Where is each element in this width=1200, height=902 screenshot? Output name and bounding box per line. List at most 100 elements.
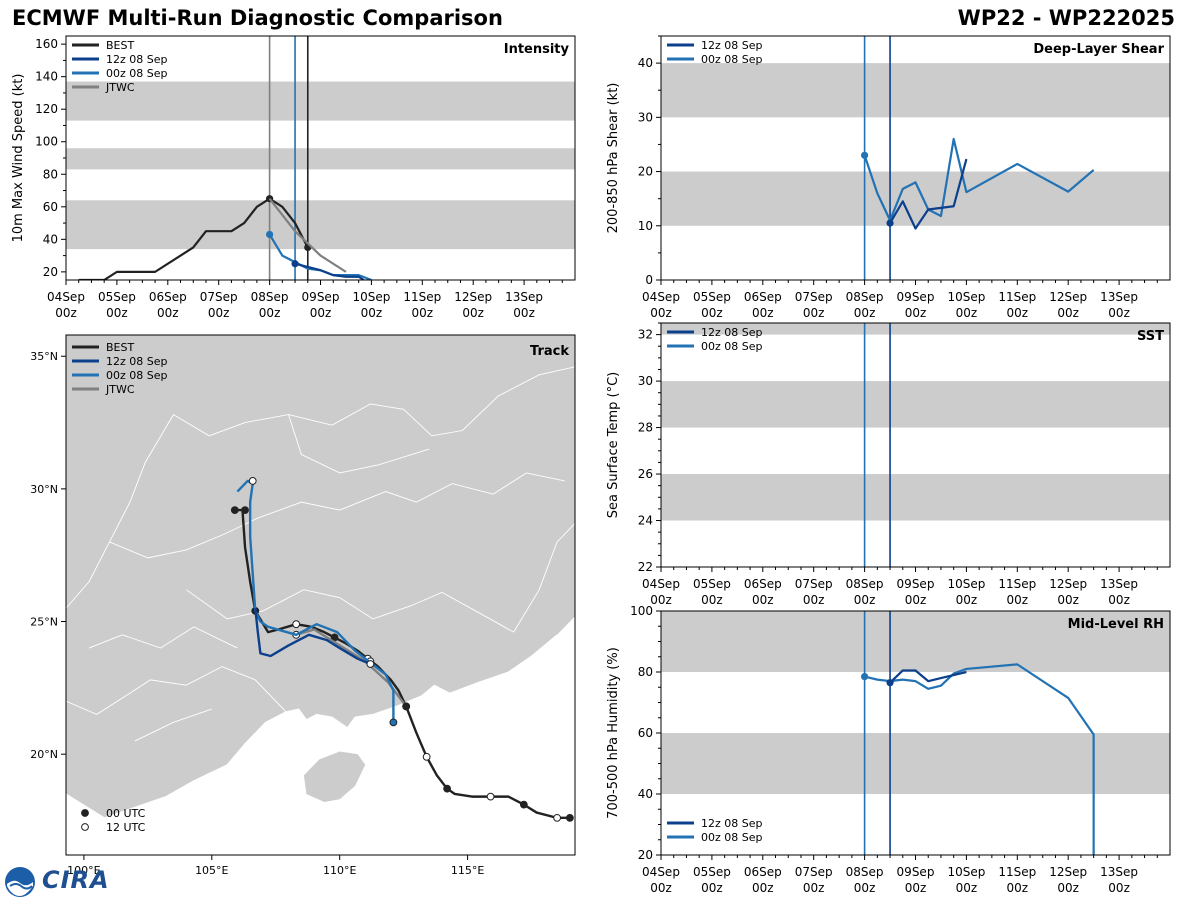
track-border-0: [66, 666, 287, 715]
sst-xtick-sublabel-2: 00z: [752, 593, 774, 607]
shear-ytick-label-3: 30: [638, 110, 653, 124]
intensity-ytick-label-4: 100: [35, 135, 58, 149]
rh-xtick-sublabel-4: 00z: [854, 881, 876, 895]
rh-xtick-sublabel-5: 00z: [905, 881, 927, 895]
intensity-ytick-label-7: 160: [35, 37, 58, 51]
intensity-xtick-sublabel-8: 00z: [462, 306, 484, 320]
shear-band-0: [661, 171, 1170, 226]
shear-point-12z-08-sep-0: [886, 219, 894, 227]
intensity-ytick-label-2: 60: [43, 200, 58, 214]
rh-xtick-label-0: 04Sep: [642, 865, 680, 879]
sst-xtick-sublabel-1: 00z: [701, 593, 723, 607]
rh-xtick-label-2: 06Sep: [744, 865, 782, 879]
sst-xtick-label-8: 12Sep: [1049, 577, 1087, 591]
track-xtick-label-1: 105°E: [195, 864, 228, 877]
shear-xtick-sublabel-7: 00z: [1007, 306, 1029, 320]
intensity-legend-jtwc: JTWC: [105, 81, 135, 94]
intensity-title: Intensity: [504, 42, 570, 57]
sst-ylabel: Sea Surface Temp (°C): [606, 372, 621, 519]
shear-xtick-sublabel-0: 00z: [650, 306, 672, 320]
chart-intensity: 20 40 60 80 100 120 140 160 04Sep 00z 05Sep 00z 06Se…: [11, 35, 576, 320]
intensity-xtick-label-5: 09Sep: [302, 290, 340, 304]
sst-xtick-label-0: 04Sep: [642, 577, 680, 591]
rh-ytick-label-3: 80: [638, 665, 653, 679]
intensity-xtick-sublabel-6: 00z: [361, 306, 383, 320]
intensity-xtick-sublabel-0: 00z: [55, 306, 77, 320]
track-border-8: [288, 414, 430, 474]
shear-xtick-sublabel-2: 00z: [752, 306, 774, 320]
intensity-xtick-sublabel-2: 00z: [157, 306, 179, 320]
shear-xtick-label-6: 10Sep: [947, 290, 985, 304]
rh-xtick-sublabel-2: 00z: [752, 881, 774, 895]
shear-xtick-sublabel-5: 00z: [905, 306, 927, 320]
rh-band-0: [661, 733, 1170, 794]
intensity-point-00z-08-sep-0: [266, 230, 274, 239]
rh-ytick-label-2: 60: [638, 726, 653, 740]
rh-legend-00z-08-sep: 00z 08 Sep: [701, 831, 763, 844]
sst-plot-area: [661, 323, 1170, 567]
track-legend-00z-08-sep: 00z 08 Sep: [106, 369, 168, 382]
shear-xtick-sublabel-9: 00z: [1108, 306, 1130, 320]
track-border-11: [134, 708, 212, 742]
track-border-6: [403, 366, 575, 437]
sst-xtick-sublabel-0: 00z: [650, 593, 672, 607]
rh-ytick-label-4: 100: [630, 604, 653, 618]
shear-xtick-sublabel-8: 00z: [1057, 306, 1079, 320]
rh-xtick-label-9: 13Sep: [1100, 865, 1138, 879]
intensity-ytick-label-0: 20: [43, 265, 58, 279]
track-xtick-label-0: 100°E: [67, 864, 100, 877]
track-title: Track: [530, 344, 569, 359]
rh-ytick-label-1: 40: [638, 787, 653, 801]
rh-xtick-sublabel-7: 00z: [1007, 881, 1029, 895]
sst-legend-12z-08-sep: 12z 08 Sep: [701, 326, 763, 339]
track-border-1: [109, 501, 340, 559]
shear-xtick-label-3: 07Sep: [795, 290, 833, 304]
sst-xtick-sublabel-6: 00z: [956, 593, 978, 607]
chart-shear: 0 10 20 30 40 04Sep 00z 05Sep 00z 06Sep 00z 07Sep 00…: [606, 35, 1171, 320]
rh-xtick-sublabel-8: 00z: [1057, 881, 1079, 895]
rh-xtick-sublabel-3: 00z: [803, 881, 825, 895]
intensity-xtick-label-1: 05Sep: [98, 290, 136, 304]
rh-series-12z-08-sep: [889, 669, 967, 684]
intensity-legend-12z-08-sep: 12z 08 Sep: [106, 53, 168, 66]
track-dot-best-12: [230, 506, 239, 515]
shear-title: Deep-Layer Shear: [1033, 42, 1164, 57]
track-border-9: [513, 523, 575, 633]
intensity-ytick-label-5: 120: [35, 102, 58, 116]
track-dot-best-9: [292, 620, 301, 629]
rh-xtick-label-6: 10Sep: [947, 865, 985, 879]
shear-xtick-sublabel-3: 00z: [803, 306, 825, 320]
track-hainan-island: [303, 751, 366, 802]
shear-plot-area: [661, 36, 1170, 280]
shear-legend-12z-08-sep: 12z 08 Sep: [701, 39, 763, 52]
intensity-ytick-label-1: 40: [43, 232, 58, 246]
intensity-xtick-label-4: 08Sep: [251, 290, 289, 304]
track-line-00z-08-sep: [236, 479, 395, 723]
sst-band-1: [661, 381, 1170, 428]
intensity-xtick-label-9: 13Sep: [505, 290, 543, 304]
rh-point-00z-08-sep-0: [861, 672, 869, 681]
intensity-band-1: [66, 148, 575, 170]
sst-xtick-sublabel-9: 00z: [1108, 593, 1130, 607]
shear-xtick-sublabel-6: 00z: [956, 306, 978, 320]
track-dot-best-4: [443, 784, 452, 793]
sst-ytick-label-1: 24: [638, 514, 653, 528]
intensity-xtick-label-8: 12Sep: [454, 290, 492, 304]
track-marker-legend-dot-1: [81, 823, 89, 831]
track-legend-best: BEST: [106, 341, 134, 354]
track-dot-00z-08-sep-0: [389, 718, 398, 727]
intensity-point-12z-08-sep-0: [291, 260, 299, 268]
intensity-xtick-label-0: 04Sep: [47, 290, 85, 304]
shear-xtick-label-1: 05Sep: [693, 290, 731, 304]
page-title: ECMWF Multi-Run Diagnostic Comparison: [12, 6, 503, 30]
intensity-ytick-label-3: 80: [43, 167, 58, 181]
track-dot-jtwc-0: [402, 702, 411, 711]
intensity-band-2: [66, 81, 575, 121]
intensity-series-jtwc: [268, 197, 347, 273]
rh-ytick-label-0: 20: [638, 848, 653, 862]
track-ytick-label-0: 20°N: [30, 748, 58, 761]
intensity-xtick-sublabel-3: 00z: [208, 306, 230, 320]
track-border-2: [185, 589, 374, 620]
sst-ytick-label-0: 22: [638, 560, 653, 574]
